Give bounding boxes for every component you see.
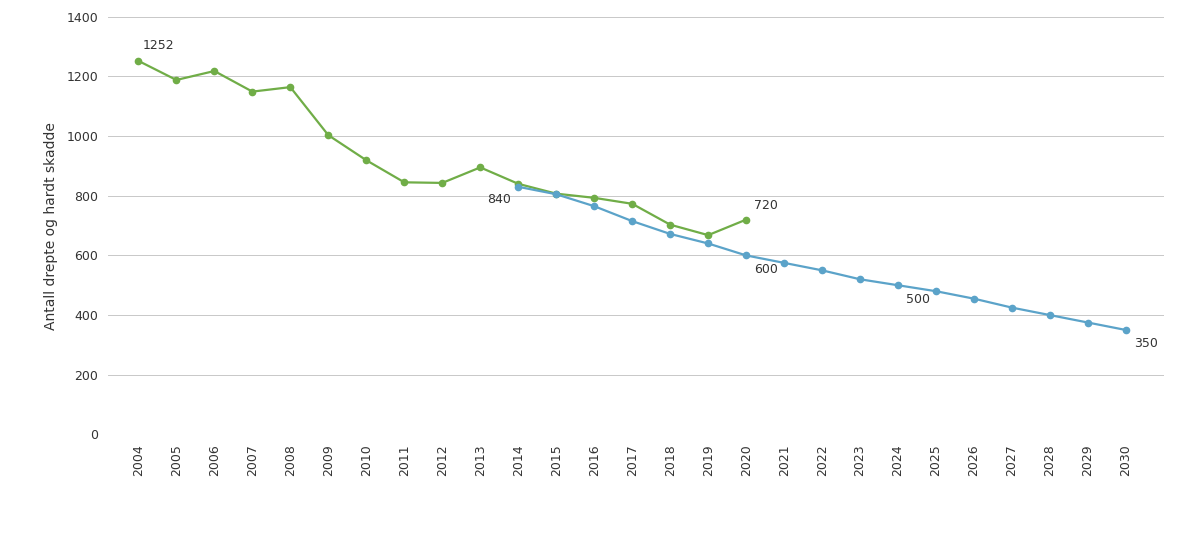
Ambisjon for utviklingen fram til 2030 — [853, 276, 868, 282]
Ambisjon for utviklingen fram til 2030 — [929, 288, 943, 295]
Ambisjon for utviklingen fram til 2030 — [1043, 312, 1057, 319]
Registrert antall drepte og hardt skadde — [322, 132, 336, 139]
Registrert antall drepte og hardt skadde — [359, 157, 373, 164]
Ambisjon for utviklingen fram til 2030 — [815, 267, 829, 273]
Registrert antall drepte og hardt skadde — [739, 216, 754, 223]
Ambisjon for utviklingen fram til 2030 — [511, 183, 526, 190]
Ambisjon for utviklingen fram til 2030 — [1081, 319, 1096, 326]
Registrert antall drepte og hardt skadde — [701, 232, 715, 238]
Text: 720: 720 — [754, 199, 778, 212]
Ambisjon for utviklingen fram til 2030 — [701, 240, 715, 247]
Registrert antall drepte og hardt skadde — [131, 57, 145, 64]
Registrert antall drepte og hardt skadde — [397, 179, 412, 185]
Registrert antall drepte og hardt skadde — [208, 68, 222, 75]
Registrert antall drepte og hardt skadde — [283, 84, 298, 90]
Registrert antall drepte og hardt skadde — [587, 194, 601, 201]
Ambisjon for utviklingen fram til 2030 — [739, 252, 754, 259]
Ambisjon for utviklingen fram til 2030 — [1118, 326, 1133, 333]
Registrert antall drepte og hardt skadde — [511, 180, 526, 187]
Text: 350: 350 — [1134, 338, 1158, 350]
Text: 1252: 1252 — [142, 39, 174, 52]
Text: 840: 840 — [487, 193, 511, 206]
Registrert antall drepte og hardt skadde — [625, 201, 640, 207]
Registrert antall drepte og hardt skadde — [169, 77, 184, 84]
Registrert antall drepte og hardt skadde — [662, 221, 677, 228]
Ambisjon for utviklingen fram til 2030 — [662, 231, 677, 237]
Registrert antall drepte og hardt skadde — [550, 190, 564, 197]
Registrert antall drepte og hardt skadde — [245, 88, 259, 95]
Line: Registrert antall drepte og hardt skadde: Registrert antall drepte og hardt skadde — [136, 58, 749, 238]
Ambisjon for utviklingen fram til 2030 — [776, 260, 791, 266]
Ambisjon for utviklingen fram til 2030 — [625, 218, 640, 224]
Y-axis label: Antall drepte og hardt skadde: Antall drepte og hardt skadde — [44, 121, 58, 330]
Registrert antall drepte og hardt skadde — [473, 164, 487, 171]
Ambisjon for utviklingen fram til 2030 — [587, 203, 601, 209]
Ambisjon for utviklingen fram til 2030 — [967, 295, 982, 302]
Registrert antall drepte og hardt skadde — [436, 179, 450, 186]
Line: Ambisjon for utviklingen fram til 2030: Ambisjon for utviklingen fram til 2030 — [515, 184, 1129, 333]
Text: 500: 500 — [906, 293, 930, 306]
Ambisjon for utviklingen fram til 2030 — [550, 191, 564, 198]
Ambisjon for utviklingen fram til 2030 — [890, 282, 905, 289]
Ambisjon for utviklingen fram til 2030 — [1004, 304, 1019, 311]
Text: 600: 600 — [754, 263, 778, 276]
